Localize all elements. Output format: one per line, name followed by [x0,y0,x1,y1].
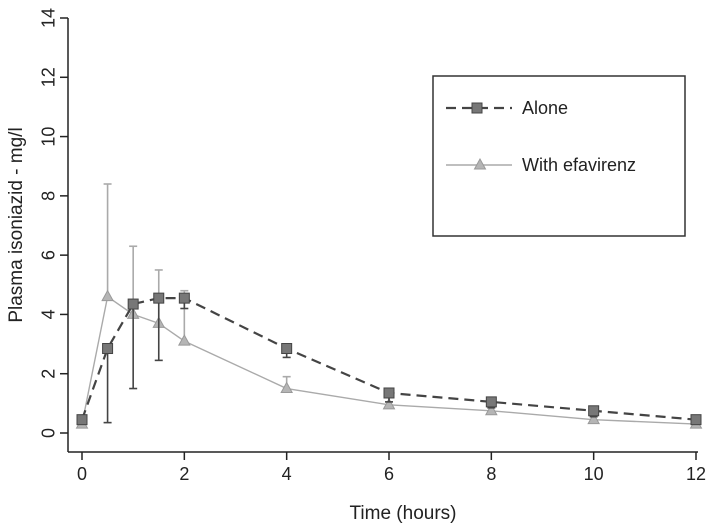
data-point [484,403,498,416]
data-point [127,298,139,310]
data-point [102,343,114,355]
y-tick-label: 14 [38,8,58,28]
data-point [101,289,114,302]
y-tick-label: 6 [38,250,58,260]
x-tick-label: 0 [77,464,87,484]
legend: Alone With efavirenz [432,75,686,237]
legend-label-with-efavirenz: With efavirenz [522,155,636,175]
data-point [177,334,191,346]
x-tick-label: 2 [179,464,189,484]
x-tick-label: 10 [584,464,604,484]
data-point [485,396,497,408]
data-point [690,414,702,426]
y-tick-label: 12 [38,67,58,87]
y-tick-label: 2 [38,369,58,379]
data-point [76,414,88,426]
y-tick-label: 0 [38,428,58,438]
x-tick-label: 6 [384,464,394,484]
data-point [383,387,395,399]
series-layer [75,183,703,429]
y-tick-label: 4 [38,309,58,319]
legend-label-alone: Alone [522,98,568,118]
series-line [81,295,697,425]
y-axis-title: Plasma isoniazid - mg/l [6,127,27,322]
series-line [80,297,697,421]
legend-marker-triangle [473,157,487,170]
data-point [281,343,293,355]
axes: 0 2 4 6 8 10 12 14 0 2 4 6 8 10 12 Time (hours) Plasm… [6,8,706,524]
legend-marker-square [471,102,483,114]
data-point [280,381,294,394]
series-alone [76,292,702,426]
x-axis-title: Time (hours) [350,503,457,524]
data-point [587,412,601,425]
data-point [588,405,600,417]
x-tick-label: 12 [686,464,706,484]
y-tick-label: 8 [38,191,58,201]
y-axis-ticks: 0 2 4 6 8 10 12 14 [38,8,68,438]
data-point [178,292,190,304]
data-point [382,397,396,410]
y-tick-label: 10 [38,127,58,147]
x-tick-label: 8 [486,464,496,484]
data-point [153,292,165,304]
x-tick-label: 4 [282,464,292,484]
x-axis-ticks: 0 2 4 6 8 10 12 [77,452,706,484]
